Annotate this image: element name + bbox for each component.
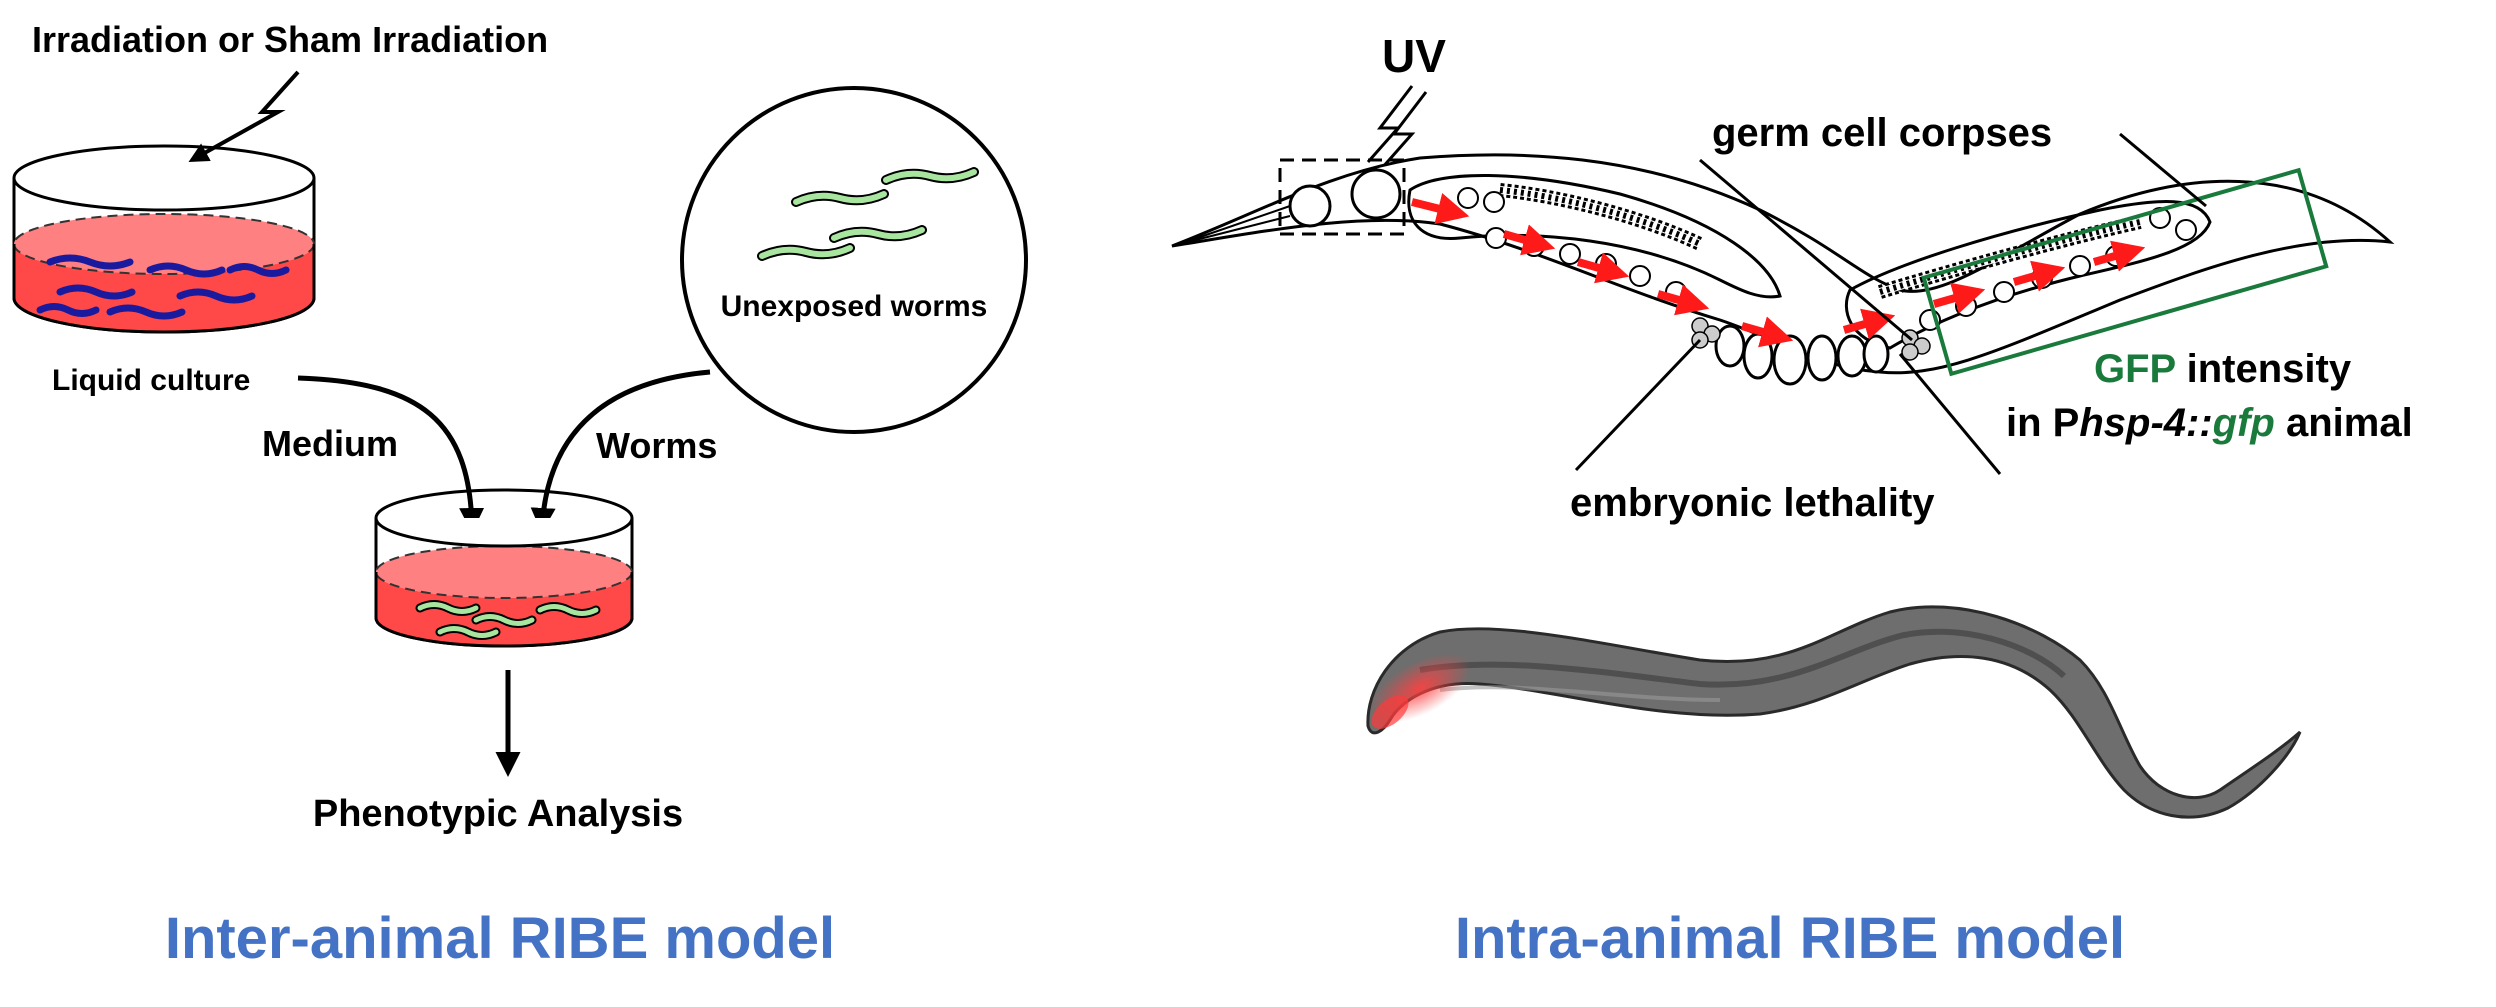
gfp-word: GFP — [2094, 347, 2176, 391]
uv-label: UV — [1382, 30, 1446, 82]
petri-dish-mixed — [374, 488, 634, 648]
gfp-italic-text: gfp — [2212, 401, 2275, 445]
germ-cell-corpses-label: germ cell corpses — [1712, 111, 2052, 155]
germ-cell-pointer-1 — [2119, 132, 2207, 208]
red-signal-arrows — [1411, 193, 2146, 348]
lightning-arrow-icon — [188, 70, 300, 162]
gfp-region-box — [1921, 167, 2329, 377]
embryonic-pointer-2 — [1898, 353, 2002, 475]
blue-worms-icon — [36, 254, 290, 320]
hsp4-text: hsp-4:: — [2079, 401, 2212, 445]
irradiation-label: Irradiation or Sham Irradiation — [32, 19, 548, 60]
gfp-intensity-line2: in Phsp-4::gfp animal — [2006, 401, 2413, 445]
in-p-text: in P — [2006, 401, 2079, 445]
intra-animal-title: Intra-animal RIBE model — [1455, 906, 2125, 971]
petri-dish-irradiated — [12, 144, 316, 334]
unexposed-worms-label: Unexposed worms — [721, 290, 988, 323]
medium-label: Medium — [262, 423, 398, 464]
worms-arrow — [530, 369, 711, 533]
worms-label: Worms — [596, 425, 717, 466]
embryonic-lethality-label: embryonic lethality — [1570, 481, 1935, 525]
inter-animal-title: Inter-animal RIBE model — [165, 906, 835, 971]
liquid-culture-label: Liquid culture — [52, 364, 250, 397]
uv-target-box — [1278, 158, 1406, 236]
uv-lightning-icon — [1366, 85, 1414, 163]
embryonic-pointer-1 — [1574, 338, 1702, 472]
worm-micrograph — [1366, 605, 2302, 819]
animal-text: animal — [2275, 401, 2413, 445]
unexposed-worms-circle: Unexposed worms — [680, 86, 1028, 434]
gfp-intensity-line1: GFP intensity — [2094, 347, 2352, 391]
germ-cell-pointer-2 — [1699, 158, 1913, 342]
mixed-worms-icon — [417, 602, 599, 638]
intensity-word: intensity — [2176, 347, 2352, 391]
phenotypic-analysis-label: Phenotypic Analysis — [313, 793, 683, 835]
